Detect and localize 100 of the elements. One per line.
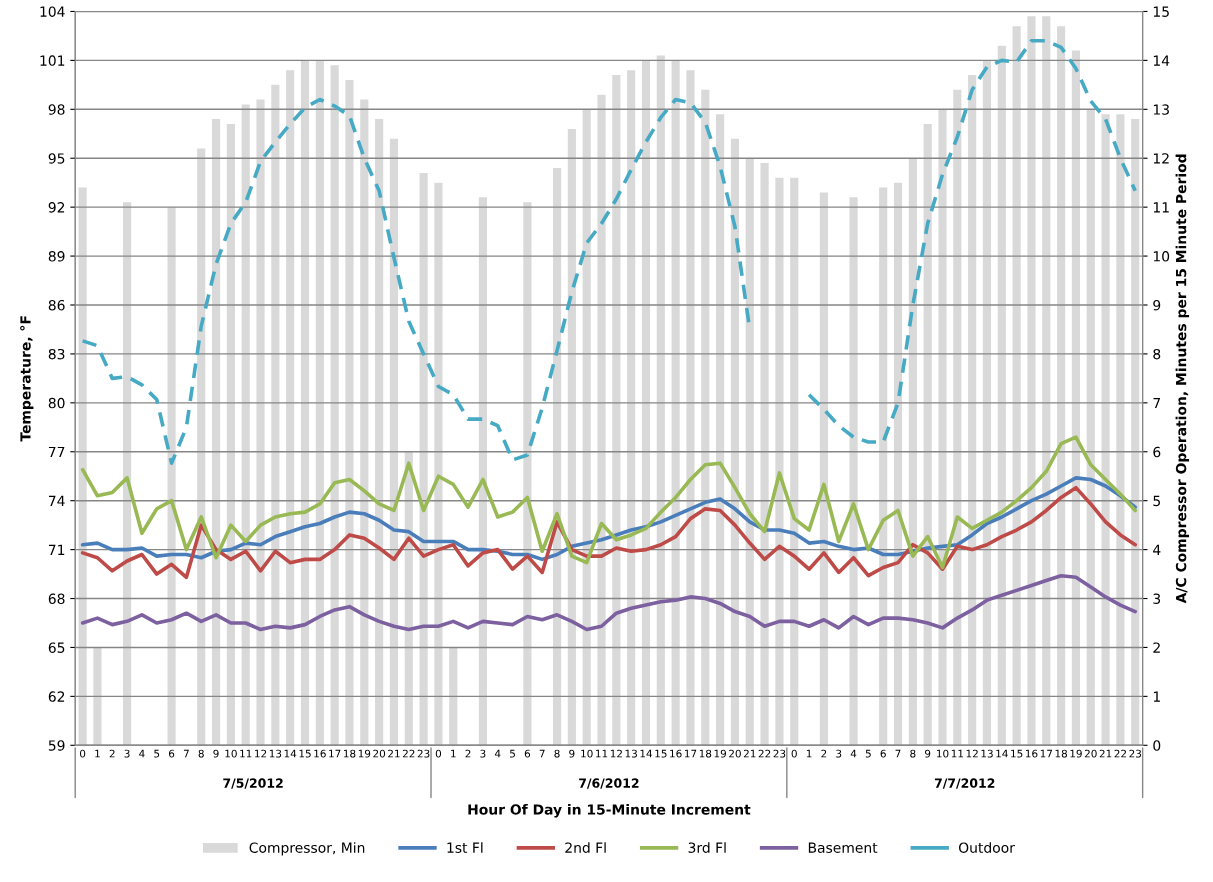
- x-tick-label: 0: [79, 749, 86, 758]
- x-tick-label: 0: [791, 749, 797, 758]
- bar: [330, 65, 339, 746]
- x-tick-label: 23: [773, 749, 786, 758]
- bar: [716, 114, 725, 746]
- bar: [730, 138, 740, 746]
- text: 7/5/2012: [223, 778, 283, 789]
- y-tick-label: 83: [48, 348, 65, 360]
- y-tick-label: 92: [48, 202, 65, 213]
- x-tick-label: 9: [925, 749, 931, 758]
- x-tick-label: 21: [1099, 749, 1112, 758]
- x-tick-label: 13: [981, 749, 993, 758]
- bar: [1057, 26, 1066, 746]
- y-tick-label: 59: [48, 740, 65, 751]
- x-tick-label: 20: [1084, 749, 1097, 758]
- legend-label: 3rd Fl: [688, 842, 726, 853]
- x-tick-label: 12: [610, 749, 622, 758]
- bar: [434, 182, 443, 746]
- legend-label: 2nd Fl: [565, 842, 606, 853]
- bar: [167, 207, 176, 746]
- y2-tick-label: 12: [1153, 153, 1169, 164]
- x-tick-label: 8: [554, 749, 560, 758]
- x-tick-label: 12: [966, 749, 978, 758]
- x-tick-label: 17: [1040, 749, 1053, 758]
- bar: [375, 119, 384, 746]
- line-series: [80, 573, 1138, 632]
- x-tick-label: 1: [95, 749, 100, 758]
- x-tick-label: 21: [388, 749, 400, 758]
- bar: [523, 202, 532, 746]
- y-tick-label: 101: [40, 55, 65, 66]
- legend-label: Outdoor: [958, 842, 1015, 853]
- x-tick-label: 18: [344, 749, 356, 758]
- y2-tick-label: 8: [1153, 348, 1161, 360]
- x-tick-label: 22: [1114, 749, 1126, 758]
- bar: [1071, 50, 1081, 746]
- x-tick-label: 10: [225, 749, 237, 758]
- bar: [1012, 26, 1021, 746]
- y-tick-label: 77: [48, 446, 65, 458]
- bar: [597, 94, 606, 746]
- x-tick-label: 16: [670, 749, 682, 758]
- bar: [656, 55, 665, 746]
- bar: [671, 60, 680, 746]
- x-tick-label: 4: [850, 749, 857, 758]
- y2-tick-label: 7: [1153, 397, 1161, 409]
- x-tick-label: 14: [640, 749, 653, 758]
- x-tick-label: 12: [255, 749, 267, 758]
- bar: [879, 187, 888, 746]
- bar: [389, 138, 399, 746]
- bar: [1131, 119, 1140, 746]
- x-tick-label: 2: [109, 749, 115, 758]
- bar: [982, 60, 992, 746]
- y-tick-label: 65: [48, 642, 65, 653]
- y-tick-label: 104: [40, 6, 65, 17]
- x-tick-label: 9: [213, 749, 219, 758]
- text: 7/6/2012: [579, 778, 639, 789]
- x-tick-label: 3: [124, 749, 130, 758]
- x-tick-label: 10: [937, 749, 949, 758]
- y-tick-label: 86: [48, 299, 65, 311]
- x-tick-label: 19: [1070, 749, 1082, 758]
- bar: [819, 192, 828, 746]
- line-series: [80, 435, 1138, 570]
- y2-tick-label: 6: [1153, 446, 1161, 458]
- y2-tick-label: 3: [1153, 593, 1161, 604]
- bar: [478, 197, 487, 746]
- y2-tick-label: 13: [1153, 104, 1169, 115]
- x-tick-label: 1: [451, 749, 456, 758]
- y-tick-label: 98: [48, 104, 65, 115]
- bar: [997, 45, 1006, 746]
- y2-tick-label: 15: [1153, 6, 1169, 17]
- bar: [953, 89, 962, 746]
- bar: [256, 99, 265, 746]
- bar: [938, 109, 947, 746]
- y-tick-label: 68: [48, 593, 65, 604]
- x-tick-label: 3: [480, 749, 486, 758]
- x-tick-label: 9: [569, 749, 575, 758]
- x-tick-label: 6: [168, 749, 175, 758]
- y-axis-title: Temperature, °F: [20, 316, 34, 442]
- x-tick-label: 8: [910, 749, 916, 758]
- x-tick-label: 11: [596, 749, 608, 758]
- x-tick-label: 20: [729, 749, 741, 758]
- x-tick-label: 22: [402, 749, 415, 758]
- bar: [745, 158, 754, 746]
- y-tick-label: 89: [48, 251, 65, 262]
- x-tick-label: 20: [373, 749, 386, 758]
- y-tick-label: 71: [48, 544, 65, 555]
- x-tick-label: 17: [329, 749, 341, 758]
- x-tick-label: 13: [269, 749, 282, 758]
- y2-tick-label: 0: [1153, 740, 1161, 751]
- bar: [123, 202, 132, 746]
- bar: [315, 60, 324, 746]
- bar: [211, 119, 221, 746]
- bar: [893, 182, 903, 746]
- x-tick-label: 7: [539, 749, 545, 758]
- bar: [612, 75, 621, 746]
- x-tick-label: 11: [951, 749, 963, 758]
- line-series: [80, 476, 1138, 562]
- legend-label: Compressor, Min: [249, 842, 365, 856]
- bar: [641, 60, 651, 746]
- bar: [968, 75, 977, 746]
- x-tick-label: 14: [996, 749, 1008, 758]
